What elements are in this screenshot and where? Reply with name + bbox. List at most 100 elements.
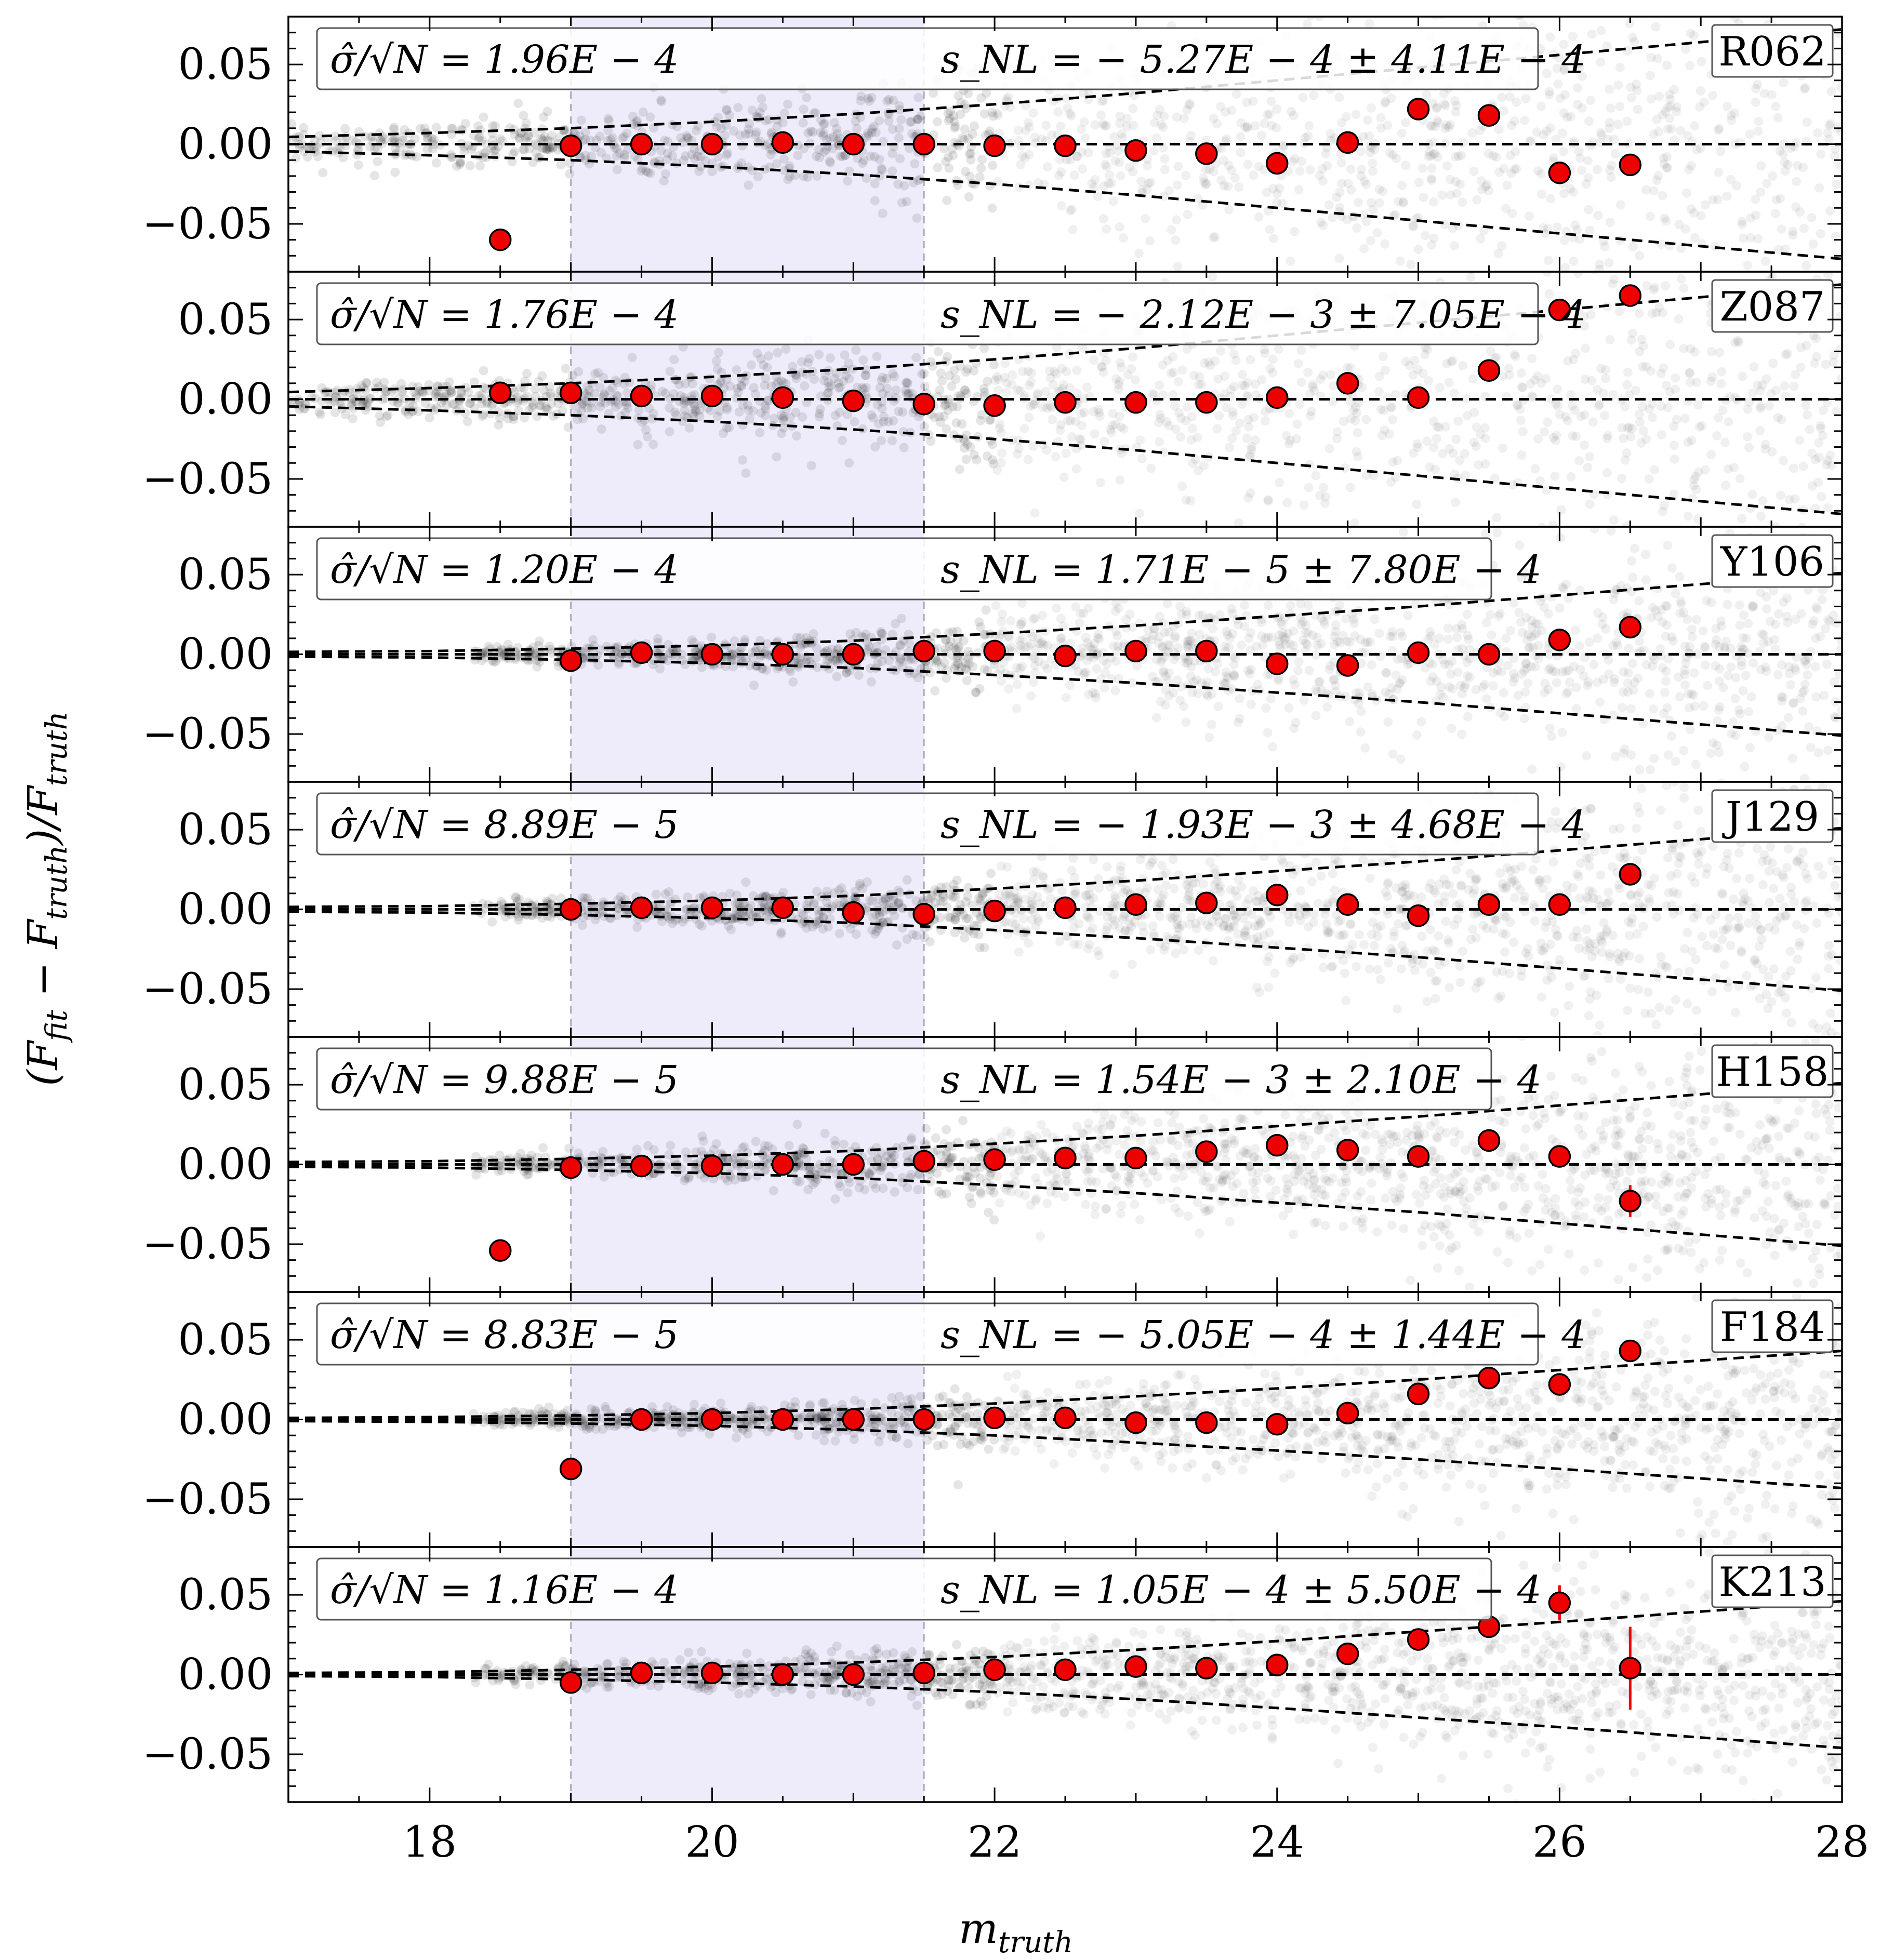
star-point: [1623, 678, 1633, 688]
star-point: [1573, 304, 1583, 314]
star-point: [701, 156, 711, 166]
star-point: [1674, 220, 1684, 230]
star-point: [1540, 678, 1550, 688]
star-point: [1719, 862, 1729, 872]
star-point: [1157, 654, 1167, 664]
star-point: [1156, 119, 1166, 129]
star-point: [1606, 527, 1616, 536]
star-point: [1168, 352, 1177, 362]
star-point: [1032, 390, 1042, 400]
star-point: [1657, 430, 1666, 439]
star-point: [1392, 684, 1402, 694]
star-point: [1243, 415, 1253, 424]
star-point: [964, 192, 974, 202]
star-point: [1045, 373, 1055, 383]
star-point: [1524, 630, 1533, 639]
star-point: [1512, 399, 1522, 409]
star-point: [1560, 90, 1570, 100]
star-point: [1825, 206, 1835, 216]
star-point: [1799, 84, 1809, 94]
star-point: [1676, 244, 1686, 254]
star-point: [1247, 442, 1256, 451]
star-point: [1409, 222, 1419, 231]
star-point: [1482, 924, 1492, 934]
star-point: [1497, 92, 1507, 102]
star-point: [1732, 181, 1741, 191]
star-point: [1098, 119, 1108, 129]
star-point: [1598, 612, 1608, 622]
star-point: [1209, 167, 1218, 177]
star-point: [1633, 104, 1643, 114]
star-point: [1426, 676, 1436, 686]
star-point: [446, 153, 456, 162]
star-point: [1398, 198, 1408, 208]
star-point: [1831, 232, 1840, 242]
star-point: [1026, 900, 1036, 910]
star-point: [1023, 642, 1033, 651]
star-point: [1114, 384, 1123, 394]
star-point: [956, 110, 965, 119]
star-point: [1199, 358, 1209, 368]
envelope-upper: [288, 28, 1842, 139]
star-point: [660, 136, 670, 145]
star-point: [1313, 641, 1322, 650]
star-point: [1358, 210, 1368, 220]
star-point: [863, 638, 872, 648]
star-point: [1634, 309, 1644, 318]
star-point: [1623, 668, 1633, 678]
star-point: [693, 151, 703, 161]
star-point: [1080, 133, 1090, 143]
star-point: [1743, 649, 1753, 659]
star-point: [1771, 385, 1781, 395]
star-point: [724, 110, 734, 120]
star-point: [1127, 678, 1137, 688]
star-point: [1716, 616, 1726, 626]
star-point: [877, 436, 886, 446]
star-point: [863, 394, 872, 403]
star-point: [370, 143, 380, 153]
star-point: [1455, 179, 1465, 189]
star-point: [1345, 483, 1355, 492]
star-point: [1100, 121, 1109, 131]
star-point: [1117, 363, 1126, 372]
star-point: [1383, 717, 1393, 727]
star-point: [1063, 103, 1072, 113]
star-point: [1348, 212, 1358, 222]
star-point: [425, 413, 434, 423]
star-point: [1246, 355, 1255, 365]
star-point: [1783, 713, 1793, 723]
star-point: [1242, 97, 1252, 107]
star-point: [1149, 390, 1159, 400]
star-point: [1291, 717, 1301, 727]
star-point: [448, 152, 457, 162]
star-point: [1416, 892, 1426, 902]
star-point: [919, 662, 929, 672]
star-point: [988, 455, 998, 465]
star-point: [1734, 138, 1744, 148]
star-point: [1102, 659, 1112, 669]
star-point: [1065, 206, 1075, 216]
star-point: [1620, 744, 1630, 754]
star-point: [1439, 99, 1449, 109]
binned-point: [1054, 134, 1077, 157]
star-point: [953, 659, 963, 669]
star-point: [919, 422, 929, 432]
star-point: [315, 410, 325, 420]
star-point: [1352, 447, 1361, 457]
star-point: [1341, 112, 1351, 122]
star-point: [1722, 101, 1732, 111]
star-point: [1358, 131, 1368, 141]
star-point: [1622, 522, 1632, 527]
star-point: [1681, 326, 1690, 335]
star-point: [1653, 54, 1662, 63]
star-point: [1425, 462, 1435, 472]
star-point: [1378, 352, 1388, 362]
star-point: [1724, 922, 1733, 932]
star-point: [539, 385, 549, 395]
star-point: [1088, 688, 1098, 698]
star-point: [1602, 898, 1612, 908]
star-point: [828, 132, 838, 142]
star-point: [947, 381, 957, 391]
star-point: [1781, 350, 1791, 359]
star-point: [1181, 717, 1191, 727]
